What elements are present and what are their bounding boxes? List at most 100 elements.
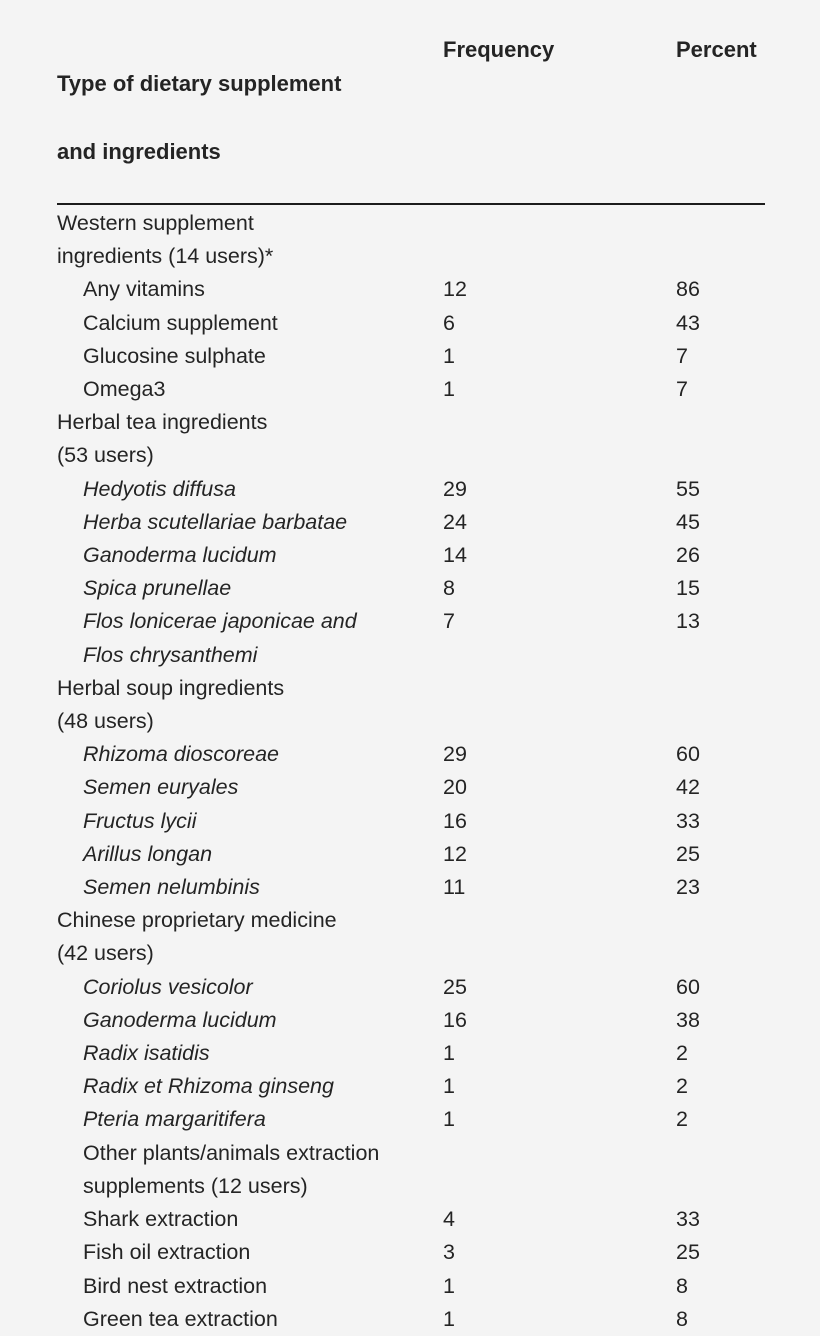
section-label: Chinese proprietary medicine (42 users) <box>57 908 337 966</box>
table-row: Coriolus vesicolor 25 60 <box>57 971 765 1004</box>
frequency-value: 3 <box>443 1240 455 1265</box>
section-row: Chinese proprietary medicine (42 users) <box>57 904 765 970</box>
frequency-value: 4 <box>443 1207 455 1232</box>
table-body: Western supplement ingredients (14 users)… <box>57 205 765 1336</box>
frequency-value: 29 <box>443 476 467 501</box>
table-row: Calcium supplement 6 43 <box>57 307 765 340</box>
section-label: Herbal tea ingredients (53 users) <box>57 410 268 468</box>
section-row: Herbal tea ingredients (53 users) <box>57 406 765 472</box>
frequency-value: 1 <box>443 1041 455 1066</box>
ingredient-label: Spica prunellae <box>83 576 232 601</box>
percent-value: 60 <box>676 974 700 999</box>
table-row: Radix et Rhizoma ginseng 1 2 <box>57 1070 765 1103</box>
header-frequency: Frequency <box>443 37 555 62</box>
table-header-row: Type of dietary supplement and ingredien… <box>57 33 765 205</box>
header-percent: Percent <box>676 37 757 62</box>
ingredient-label: Ganoderma lucidum <box>83 1007 277 1032</box>
table-row: Fish oil extraction 3 25 <box>57 1236 765 1269</box>
ingredient-label: Arillus longan <box>83 841 213 866</box>
supplements-table: Type of dietary supplement and ingredien… <box>57 33 765 1336</box>
header-type-line2: and ingredients <box>57 139 221 164</box>
table-row: Ganoderma lucidum 14 26 <box>57 539 765 572</box>
frequency-value: 24 <box>443 509 467 534</box>
ingredient-label: Flos lonicerae japonicae and Flos chrysan… <box>83 609 357 667</box>
ingredient-label: Fructus lycii <box>83 808 197 833</box>
table-row: Semen euryales 20 42 <box>57 771 765 804</box>
percent-value: 25 <box>676 841 700 866</box>
section-row: Western supplement ingredients (14 users)… <box>57 207 765 273</box>
table-row: Shark extraction 4 33 <box>57 1203 765 1236</box>
frequency-value: 1 <box>443 1107 455 1132</box>
table-row: Omega3 1 7 <box>57 373 765 406</box>
frequency-value: 1 <box>443 1074 455 1099</box>
ingredient-label: Rhizoma dioscoreae <box>83 742 279 767</box>
table-row: Herba scutellariae barbatae 24 45 <box>57 506 765 539</box>
ingredient-label: Calcium supplement <box>83 310 278 335</box>
frequency-value: 16 <box>443 808 467 833</box>
ingredient-label: Ganoderma lucidum <box>83 543 277 568</box>
frequency-value: 8 <box>443 576 455 601</box>
percent-value: 42 <box>676 775 700 800</box>
section-label: Herbal soup ingredients (48 users) <box>57 675 285 734</box>
table-row: Glucosine sulphate 1 7 <box>57 340 765 373</box>
ingredient-label: Pteria margaritifera <box>83 1107 266 1132</box>
section-row: Other plants/animals extraction supplemen… <box>57 1137 765 1203</box>
ingredient-label: Herba scutellariae barbatae <box>83 509 348 534</box>
frequency-value: 12 <box>443 277 467 302</box>
ingredient-label: Semen nelumbinis <box>83 875 260 900</box>
table-row: Semen nelumbinis 11 23 <box>57 871 765 904</box>
percent-value: 23 <box>676 875 700 900</box>
percent-value: 25 <box>676 1240 700 1265</box>
ingredient-label: Radix et Rhizoma ginseng <box>83 1074 334 1099</box>
percent-value: 38 <box>676 1007 700 1032</box>
section-label: Other plants/animals extraction supplemen… <box>83 1140 380 1198</box>
percent-value: 26 <box>676 543 700 568</box>
frequency-value: 11 <box>443 875 466 900</box>
ingredient-label: Semen euryales <box>83 775 239 800</box>
percent-value: 45 <box>676 509 700 534</box>
ingredient-label: Coriolus vesicolor <box>83 974 253 999</box>
percent-value: 13 <box>676 609 700 634</box>
percent-value: 7 <box>676 377 688 402</box>
percent-value: 2 <box>676 1074 688 1099</box>
frequency-value: 29 <box>443 742 467 767</box>
frequency-value: 14 <box>443 543 467 568</box>
frequency-value: 6 <box>443 310 455 335</box>
section-row: Herbal soup ingredients (48 users) <box>57 672 765 738</box>
percent-value: 7 <box>676 343 688 368</box>
frequency-value: 16 <box>443 1007 467 1032</box>
ingredient-label: Bird nest extraction <box>83 1273 268 1298</box>
ingredient-label: Hedyotis diffusa <box>83 476 236 501</box>
percent-value: 2 <box>676 1041 688 1066</box>
table-row: Any vitamins 12 86 <box>57 273 765 306</box>
frequency-value: 12 <box>443 841 467 866</box>
frequency-value: 1 <box>443 343 455 368</box>
percent-value: 60 <box>676 742 700 767</box>
ingredient-label: Radix isatidis <box>83 1041 210 1066</box>
ingredient-label: Any vitamins <box>83 277 205 302</box>
section-label: Western supplement ingredients (14 users)… <box>57 211 274 269</box>
table-row: Radix isatidis 1 2 <box>57 1037 765 1070</box>
frequency-value: 20 <box>443 775 467 800</box>
table-row: Ganoderma lucidum 16 38 <box>57 1004 765 1037</box>
percent-value: 33 <box>676 808 700 833</box>
percent-value: 8 <box>676 1273 688 1298</box>
frequency-value: 25 <box>443 974 467 999</box>
header-type-of-supplement: Type of dietary supplement and ingredien… <box>57 33 443 203</box>
percent-value: 86 <box>676 277 700 302</box>
ingredient-label: Green tea extraction <box>83 1306 278 1331</box>
percent-value: 15 <box>676 576 700 601</box>
percent-value: 43 <box>676 310 700 335</box>
percent-value: 55 <box>676 476 700 501</box>
ingredient-label: Fish oil extraction <box>83 1240 251 1265</box>
percent-value: 2 <box>676 1107 688 1132</box>
table-row: Arillus longan 12 25 <box>57 838 765 871</box>
ingredient-label: Glucosine sulphate <box>83 343 266 368</box>
header-type-line1: Type of dietary supplement <box>57 71 342 96</box>
table-row: Hedyotis diffusa 29 55 <box>57 473 765 506</box>
frequency-value: 7 <box>443 609 455 634</box>
table-row: Pteria margaritifera 1 2 <box>57 1103 765 1136</box>
table-row: Bird nest extraction 1 8 <box>57 1270 765 1303</box>
table-row: Green tea extraction 1 8 <box>57 1303 765 1336</box>
